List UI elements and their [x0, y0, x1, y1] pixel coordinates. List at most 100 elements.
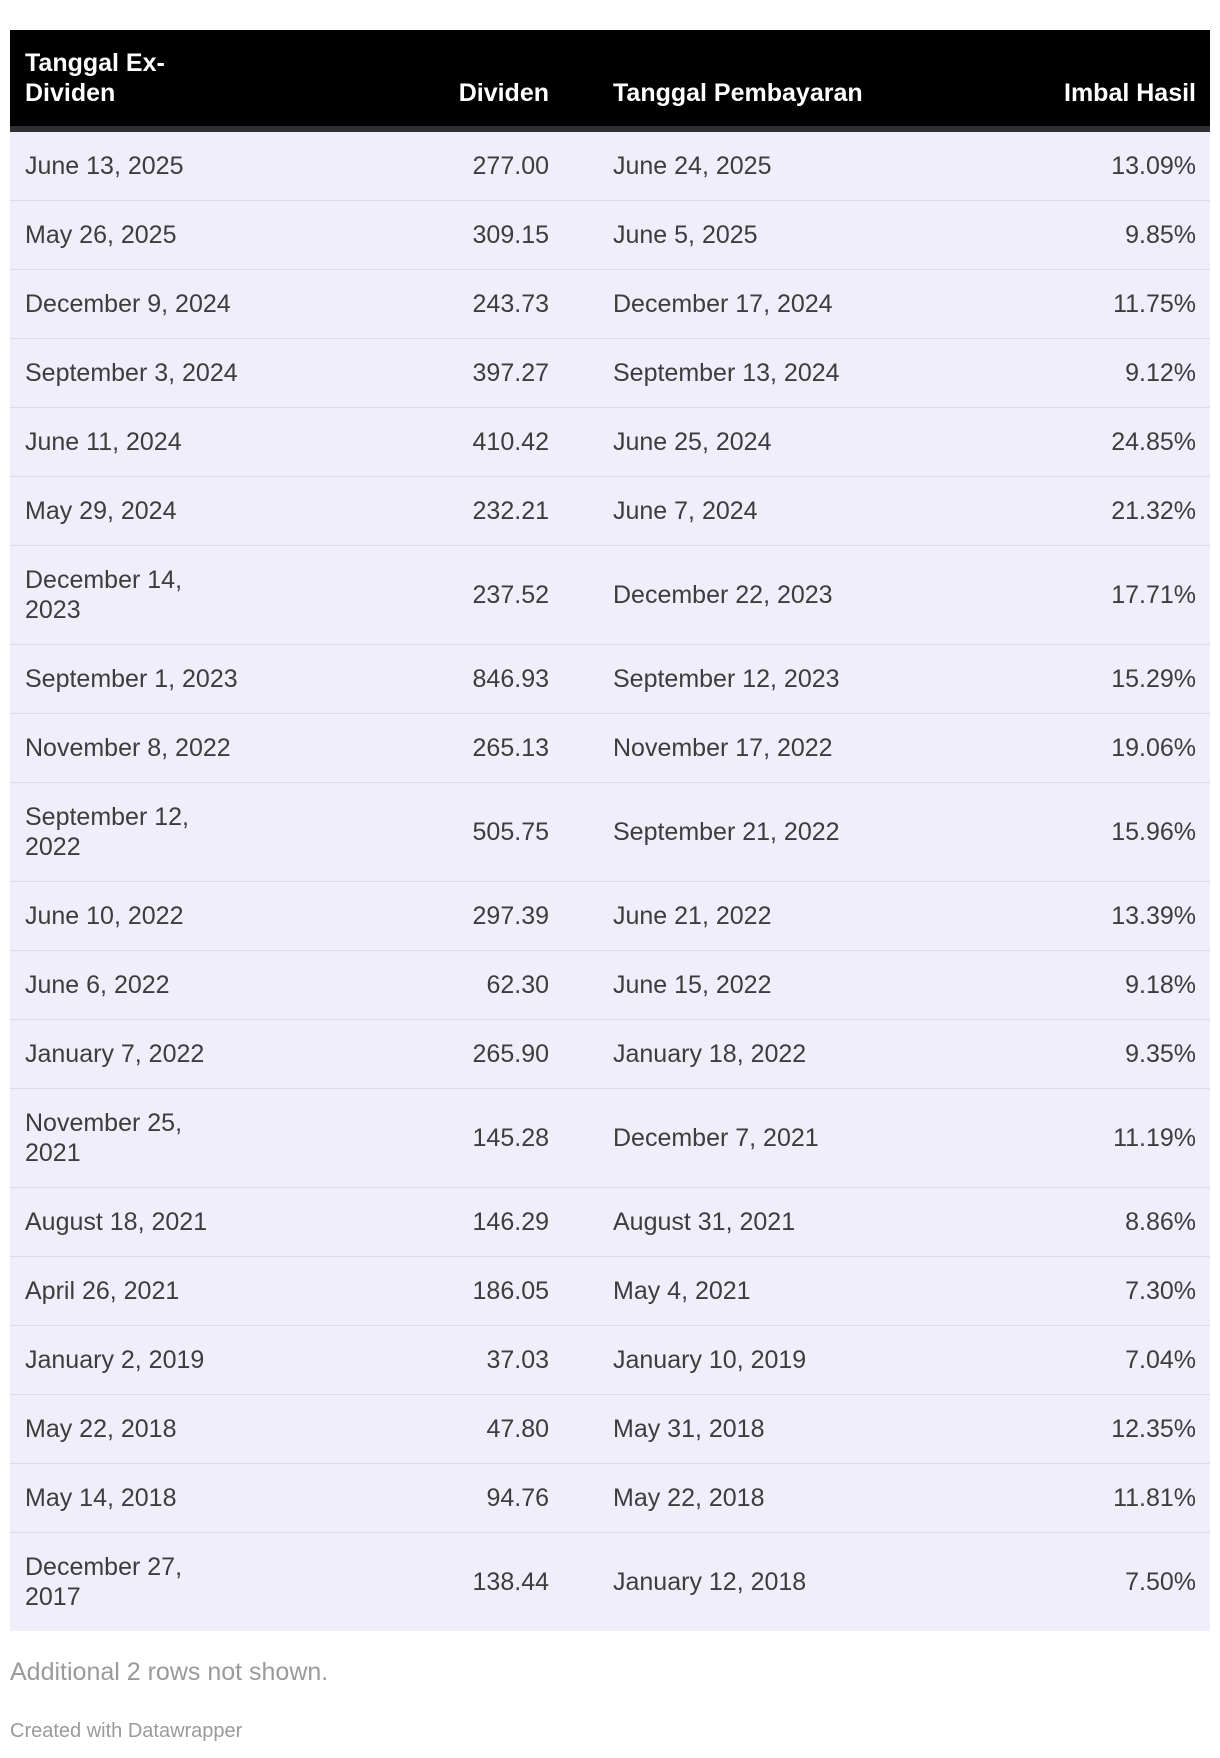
cell-yield: 7.50% — [983, 1532, 1210, 1631]
cell-yield: 13.39% — [983, 881, 1210, 951]
table-row: May 22, 2018 47.80 May 31, 2018 12.35% — [10, 1394, 1210, 1464]
column-header-ex-dividend-date: Tanggal Ex-Dividen — [10, 30, 254, 132]
cell-payment-date: December 22, 2023 — [563, 545, 983, 645]
table-header-row: Tanggal Ex-Dividen Dividen Tanggal Pemba… — [10, 30, 1210, 132]
table-row: June 10, 2022 297.39 June 21, 2022 13.39… — [10, 881, 1210, 951]
cell-ex-dividend-date: May 29, 2024 — [10, 476, 254, 546]
cell-dividend: 277.00 — [254, 129, 563, 201]
additional-rows-note: Additional 2 rows not shown. — [10, 1658, 329, 1686]
cell-ex-dividend-date: September 12, 2022 — [10, 782, 254, 882]
cell-ex-dividend-date: June 11, 2024 — [10, 407, 254, 477]
table-row: September 3, 2024 397.27 September 13, 2… — [10, 338, 1210, 408]
cell-yield: 11.19% — [983, 1088, 1210, 1188]
cell-dividend: 186.05 — [254, 1256, 563, 1326]
cell-dividend: 145.28 — [254, 1088, 563, 1188]
cell-dividend: 410.42 — [254, 407, 563, 477]
table-row: November 25, 2021 145.28 December 7, 202… — [10, 1088, 1210, 1188]
cell-dividend: 47.80 — [254, 1394, 563, 1464]
cell-yield: 15.29% — [983, 644, 1210, 714]
cell-yield: 9.85% — [983, 200, 1210, 270]
cell-yield: 15.96% — [983, 782, 1210, 882]
table-row: December 9, 2024 243.73 December 17, 202… — [10, 269, 1210, 339]
cell-dividend: 62.30 — [254, 950, 563, 1020]
cell-payment-date: August 31, 2021 — [563, 1187, 983, 1257]
table-row: December 27, 2017 138.44 January 12, 201… — [10, 1532, 1210, 1631]
cell-dividend: 265.13 — [254, 713, 563, 783]
datawrapper-credit: Created with Datawrapper — [10, 1720, 243, 1742]
cell-dividend: 297.39 — [254, 881, 563, 951]
cell-yield: 17.71% — [983, 545, 1210, 645]
cell-payment-date: November 17, 2022 — [563, 713, 983, 783]
column-header-dividend: Dividen — [254, 30, 563, 132]
dividend-history-table: Tanggal Ex-Dividen Dividen Tanggal Pemba… — [10, 30, 1210, 1631]
cell-payment-date: May 4, 2021 — [563, 1256, 983, 1326]
cell-dividend: 505.75 — [254, 782, 563, 882]
cell-dividend: 232.21 — [254, 476, 563, 546]
cell-dividend: 309.15 — [254, 200, 563, 270]
cell-yield: 11.81% — [983, 1463, 1210, 1533]
cell-ex-dividend-date: June 10, 2022 — [10, 881, 254, 951]
cell-ex-dividend-date: December 27, 2017 — [10, 1532, 254, 1631]
table-row: May 29, 2024 232.21 June 7, 2024 21.32% — [10, 476, 1210, 546]
table-row: January 7, 2022 265.90 January 18, 2022 … — [10, 1019, 1210, 1089]
cell-ex-dividend-date: June 6, 2022 — [10, 950, 254, 1020]
cell-payment-date: June 24, 2025 — [563, 129, 983, 201]
cell-payment-date: January 10, 2019 — [563, 1325, 983, 1395]
cell-dividend: 94.76 — [254, 1463, 563, 1533]
cell-payment-date: June 21, 2022 — [563, 881, 983, 951]
table-row: September 1, 2023 846.93 September 12, 2… — [10, 644, 1210, 714]
table-row: May 14, 2018 94.76 May 22, 2018 11.81% — [10, 1463, 1210, 1533]
cell-payment-date: June 25, 2024 — [563, 407, 983, 477]
cell-yield: 9.18% — [983, 950, 1210, 1020]
cell-yield: 24.85% — [983, 407, 1210, 477]
cell-dividend: 237.52 — [254, 545, 563, 645]
column-header-yield: Imbal Hasil — [983, 30, 1210, 132]
table-row: June 11, 2024 410.42 June 25, 2024 24.85… — [10, 407, 1210, 477]
cell-ex-dividend-date: June 13, 2025 — [10, 129, 254, 201]
table-row: August 18, 2021 146.29 August 31, 2021 8… — [10, 1187, 1210, 1257]
cell-payment-date: September 12, 2023 — [563, 644, 983, 714]
cell-yield: 7.04% — [983, 1325, 1210, 1395]
cell-ex-dividend-date: September 3, 2024 — [10, 338, 254, 408]
cell-ex-dividend-date: May 22, 2018 — [10, 1394, 254, 1464]
cell-ex-dividend-date: November 25, 2021 — [10, 1088, 254, 1188]
cell-yield: 21.32% — [983, 476, 1210, 546]
cell-yield: 9.35% — [983, 1019, 1210, 1089]
cell-ex-dividend-date: April 26, 2021 — [10, 1256, 254, 1326]
cell-ex-dividend-date: November 8, 2022 — [10, 713, 254, 783]
cell-yield: 8.86% — [983, 1187, 1210, 1257]
cell-ex-dividend-date: December 9, 2024 — [10, 269, 254, 339]
cell-payment-date: June 5, 2025 — [563, 200, 983, 270]
table-header: Tanggal Ex-Dividen Dividen Tanggal Pemba… — [10, 30, 1210, 132]
cell-yield: 7.30% — [983, 1256, 1210, 1326]
cell-ex-dividend-date: May 14, 2018 — [10, 1463, 254, 1533]
cell-payment-date: December 7, 2021 — [563, 1088, 983, 1188]
cell-dividend: 243.73 — [254, 269, 563, 339]
table-row: April 26, 2021 186.05 May 4, 2021 7.30% — [10, 1256, 1210, 1326]
cell-payment-date: June 7, 2024 — [563, 476, 983, 546]
cell-payment-date: May 22, 2018 — [563, 1463, 983, 1533]
table-row: September 12, 2022 505.75 September 21, … — [10, 782, 1210, 882]
table-body: June 13, 2025 277.00 June 24, 2025 13.09… — [10, 129, 1210, 1631]
cell-ex-dividend-date: May 26, 2025 — [10, 200, 254, 270]
table-row: November 8, 2022 265.13 November 17, 202… — [10, 713, 1210, 783]
table-row: June 13, 2025 277.00 June 24, 2025 13.09… — [10, 129, 1210, 201]
cell-payment-date: September 13, 2024 — [563, 338, 983, 408]
table-row: January 2, 2019 37.03 January 10, 2019 7… — [10, 1325, 1210, 1395]
cell-payment-date: May 31, 2018 — [563, 1394, 983, 1464]
column-header-payment-date: Tanggal Pembayaran — [563, 30, 983, 132]
table-row: May 26, 2025 309.15 June 5, 2025 9.85% — [10, 200, 1210, 270]
cell-dividend: 138.44 — [254, 1532, 563, 1631]
cell-dividend: 397.27 — [254, 338, 563, 408]
cell-yield: 11.75% — [983, 269, 1210, 339]
cell-payment-date: September 21, 2022 — [563, 782, 983, 882]
cell-payment-date: January 12, 2018 — [563, 1532, 983, 1631]
cell-payment-date: January 18, 2022 — [563, 1019, 983, 1089]
cell-dividend: 146.29 — [254, 1187, 563, 1257]
cell-yield: 19.06% — [983, 713, 1210, 783]
cell-dividend: 37.03 — [254, 1325, 563, 1395]
cell-payment-date: December 17, 2024 — [563, 269, 983, 339]
cell-ex-dividend-date: January 2, 2019 — [10, 1325, 254, 1395]
cell-ex-dividend-date: January 7, 2022 — [10, 1019, 254, 1089]
